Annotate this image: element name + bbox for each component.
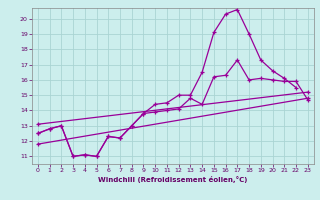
X-axis label: Windchill (Refroidissement éolien,°C): Windchill (Refroidissement éolien,°C)	[98, 176, 247, 183]
